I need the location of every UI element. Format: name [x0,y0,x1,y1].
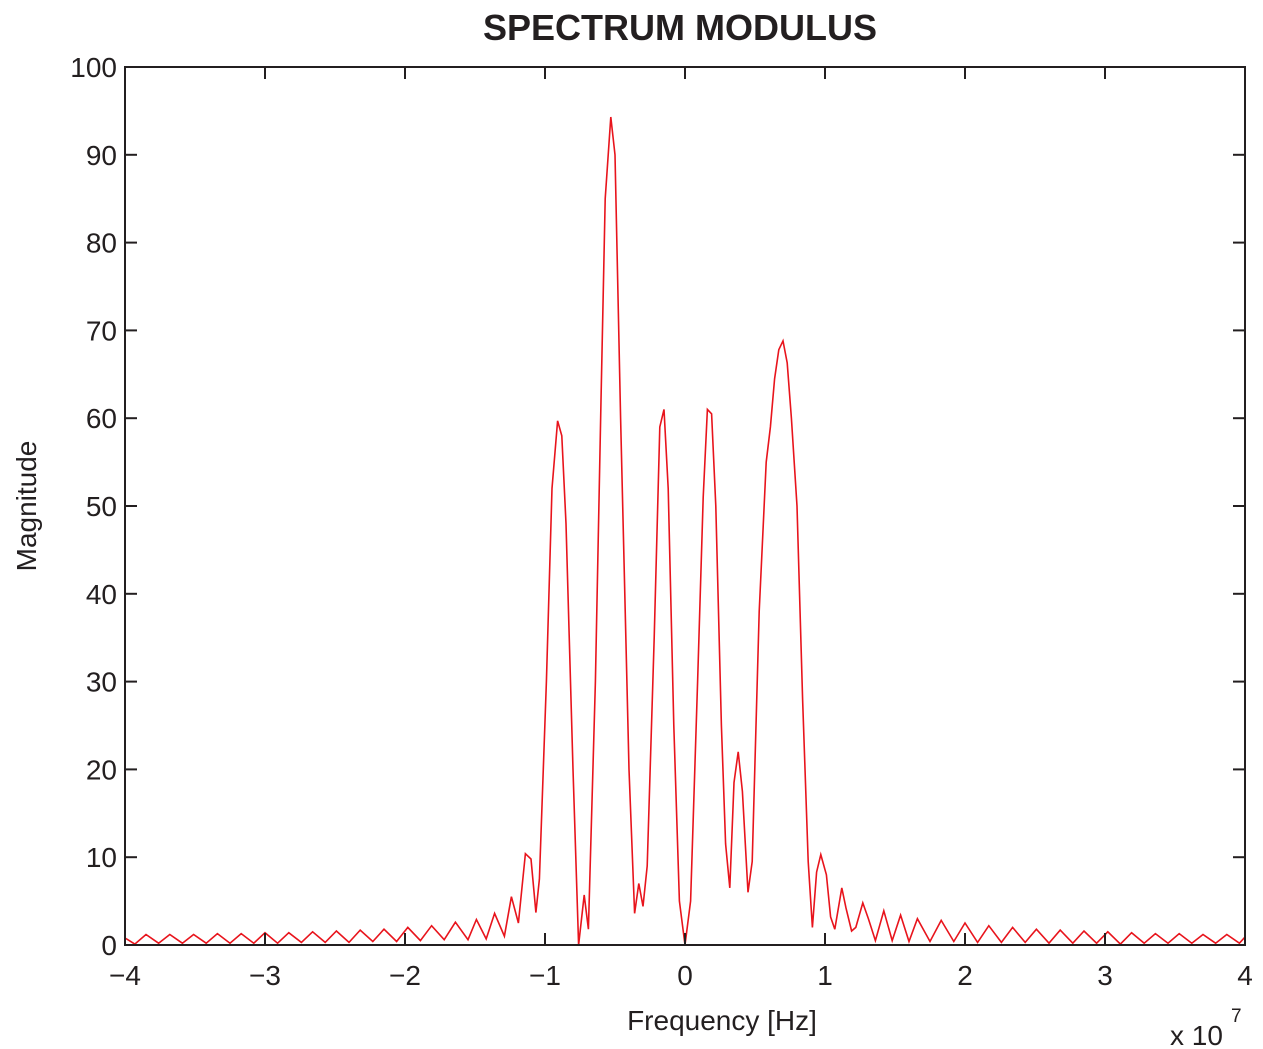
x-tick-label: 1 [817,960,833,991]
y-tick-label: 90 [86,140,117,171]
plot-frame [124,66,1246,946]
data-line [124,116,1246,946]
x-tick-label: 4 [1237,960,1253,991]
y-tick-label: 70 [86,315,117,346]
y-tick-label: 60 [86,403,117,434]
x-tick-label: 2 [957,960,973,991]
chart-title: SPECTRUM MODULUS [483,7,877,48]
y-tick-label: 40 [86,579,117,610]
x-axis-label: Frequency [Hz] [627,1005,817,1036]
x-tick-label: −4 [109,960,141,991]
x-scale-label: x 10 [1170,1020,1223,1049]
y-tick-label: 80 [86,228,117,259]
x-tick-label: −2 [389,960,421,991]
x-tick-label: 0 [677,960,693,991]
x-tick-label: 3 [1097,960,1113,991]
y-tick-label: 20 [86,754,117,785]
y-tick-label: 100 [70,52,117,83]
y-tick-label: 30 [86,667,117,698]
x-tick-label: −1 [529,960,561,991]
x-tick-label: −3 [249,960,281,991]
y-tick-label: 50 [86,491,117,522]
y-tick-label: 0 [101,930,117,961]
x-scale-exponent: 7 [1231,1006,1242,1027]
y-axis-label: Magnitude [11,441,42,572]
y-tick-label: 10 [86,842,117,873]
